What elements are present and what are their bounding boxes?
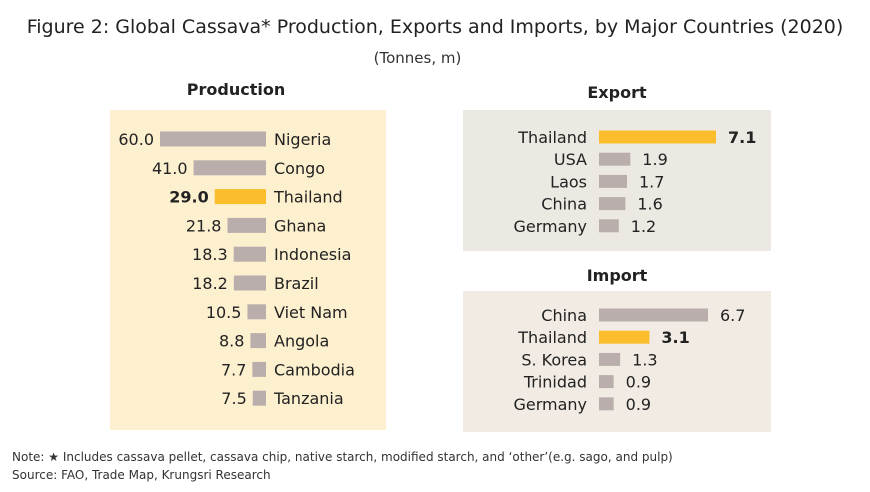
footnote: Note: ★ Includes cassava pellet, cassava… xyxy=(12,450,673,464)
production-bar-3 xyxy=(227,217,266,233)
production-bar-7 xyxy=(250,333,266,349)
production-value-label: 7.7 xyxy=(221,360,246,379)
import-category-label: China xyxy=(541,306,587,325)
import-category-label: Germany xyxy=(513,395,587,414)
production-title: Production xyxy=(186,80,286,99)
production-category-label: Thailand xyxy=(273,188,343,207)
import-category-label: Thailand xyxy=(517,328,587,347)
export-value-label: 1.9 xyxy=(642,150,667,169)
export-value-label: 1.7 xyxy=(639,172,664,191)
production-value-label: 60.0 xyxy=(118,130,154,149)
production-value-label: 18.3 xyxy=(192,245,228,264)
import-bar-2 xyxy=(599,352,621,366)
export-value-label: 7.1 xyxy=(728,128,756,147)
import-value-label: 0.9 xyxy=(626,395,651,414)
import-title: Import xyxy=(586,266,648,285)
export-category-label: Germany xyxy=(513,217,587,236)
production-category-label: Congo xyxy=(274,159,325,178)
export-bar-1 xyxy=(599,152,631,166)
production-category-label: Tanzania xyxy=(273,389,344,408)
production-value-label: 10.5 xyxy=(206,303,242,322)
import-bar-4 xyxy=(599,397,614,411)
production-bar-2 xyxy=(214,189,266,205)
production-category-label: Viet Nam xyxy=(274,303,348,322)
figure-title: Figure 2: Global Cassava* Production, Ex… xyxy=(26,16,844,38)
production-bar-5 xyxy=(233,275,266,291)
export-category-label: China xyxy=(541,195,587,214)
production-value-label: 7.5 xyxy=(221,389,246,408)
import-value-label: 6.7 xyxy=(720,306,745,325)
export-bar-2 xyxy=(599,174,628,188)
production-bar-0 xyxy=(160,131,266,147)
production-category-label: Indonesia xyxy=(274,245,351,264)
export-bar-4 xyxy=(599,219,619,233)
import-value-label: 1.3 xyxy=(632,350,657,369)
import-category-label: Trinidad xyxy=(523,373,587,392)
production-category-label: Brazil xyxy=(274,274,319,293)
export-value-label: 1.2 xyxy=(631,217,656,236)
export-bar-3 xyxy=(599,197,626,211)
production-category-label: Cambodia xyxy=(274,360,355,379)
import-bar-1 xyxy=(599,330,650,344)
production-category-label: Ghana xyxy=(274,216,326,235)
import-bar-3 xyxy=(599,375,614,389)
export-category-label: Thailand xyxy=(517,128,587,147)
production-bar-6 xyxy=(247,304,266,320)
production-value-label: 21.8 xyxy=(186,216,222,235)
production-value-label: 18.2 xyxy=(192,274,228,293)
source-note: Source: FAO, Trade Map, Krungsri Researc… xyxy=(12,468,271,482)
import-value-label: 0.9 xyxy=(626,373,651,392)
export-title: Export xyxy=(587,83,647,102)
production-category-label: Angola xyxy=(274,332,329,351)
export-bar-0 xyxy=(599,130,716,144)
production-bar-9 xyxy=(252,390,266,406)
production-value-label: 41.0 xyxy=(152,159,188,178)
export-value-label: 1.6 xyxy=(637,195,662,214)
production-bar-4 xyxy=(233,246,266,262)
import-bar-0 xyxy=(599,308,708,322)
production-category-label: Nigeria xyxy=(274,130,331,149)
production-bar-1 xyxy=(193,160,266,176)
production-value-label: 29.0 xyxy=(169,188,208,207)
production-bar-8 xyxy=(252,361,266,377)
export-category-label: USA xyxy=(554,150,587,169)
figure-subtitle: (Tonnes, m) xyxy=(373,49,462,67)
import-category-label: S. Korea xyxy=(521,350,587,369)
export-category-label: Laos xyxy=(550,172,587,191)
import-value-label: 3.1 xyxy=(661,328,689,347)
production-value-label: 8.8 xyxy=(219,332,244,351)
